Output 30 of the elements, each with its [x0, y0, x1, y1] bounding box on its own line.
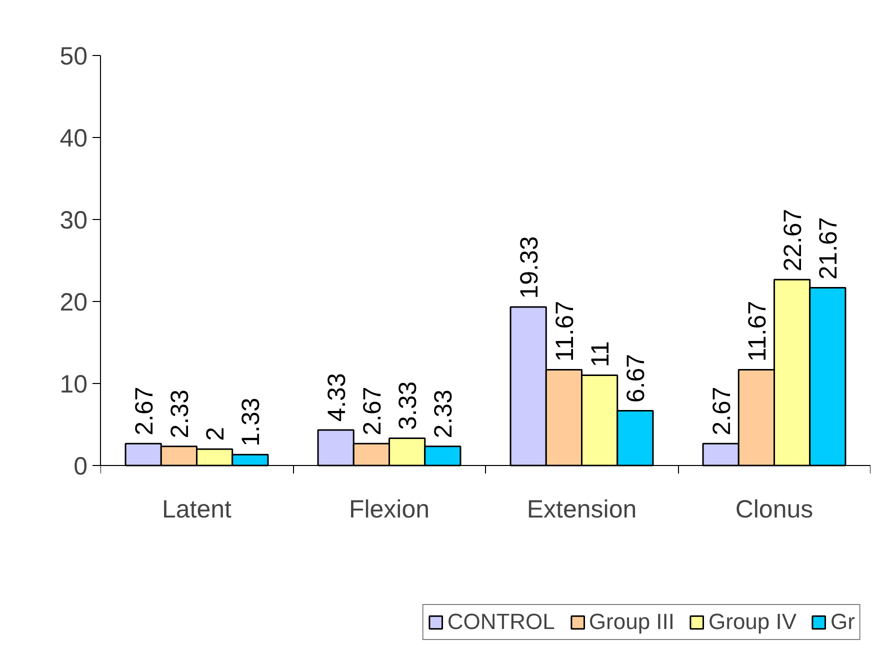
data-label: 11.67 [550, 300, 579, 362]
data-label: 2.67 [130, 386, 158, 436]
data-label: 2 [202, 426, 230, 441]
data-label: 6.67 [622, 354, 650, 403]
data-label: 1.33 [237, 398, 266, 446]
data-label: 2.67 [358, 386, 386, 436]
data-label: 19.33 [515, 236, 544, 299]
data-label: 2.33 [430, 390, 458, 438]
y-tick-label: 30 [60, 206, 88, 234]
x-tick-label: Clonus [735, 496, 814, 524]
y-tick-label: 10 [60, 370, 88, 398]
legend-label: Group III [588, 609, 674, 635]
y-tick-label: 40 [60, 124, 88, 152]
data-label: 22.67 [779, 208, 808, 272]
data-label: 4.33 [322, 373, 351, 422]
data-label: 11 [586, 341, 615, 368]
x-tick-label: Extension [526, 496, 637, 524]
x-tick-label: Latent [162, 496, 232, 524]
data-label: 21.67 [814, 217, 843, 280]
y-tick-label: 50 [60, 42, 88, 70]
y-tick-label: 0 [74, 452, 88, 480]
y-tick-label: 20 [60, 288, 88, 316]
x-tick-label: Flexion [348, 496, 430, 524]
data-label: 2.33 [166, 390, 194, 438]
legend-label: CONTROL [447, 609, 555, 635]
legend-label: Group IV [708, 609, 797, 635]
data-label: 3.33 [394, 381, 422, 430]
data-label: 11.67 [743, 300, 772, 362]
legend-label: Gr [830, 609, 855, 635]
data-label: 2.67 [708, 386, 736, 436]
